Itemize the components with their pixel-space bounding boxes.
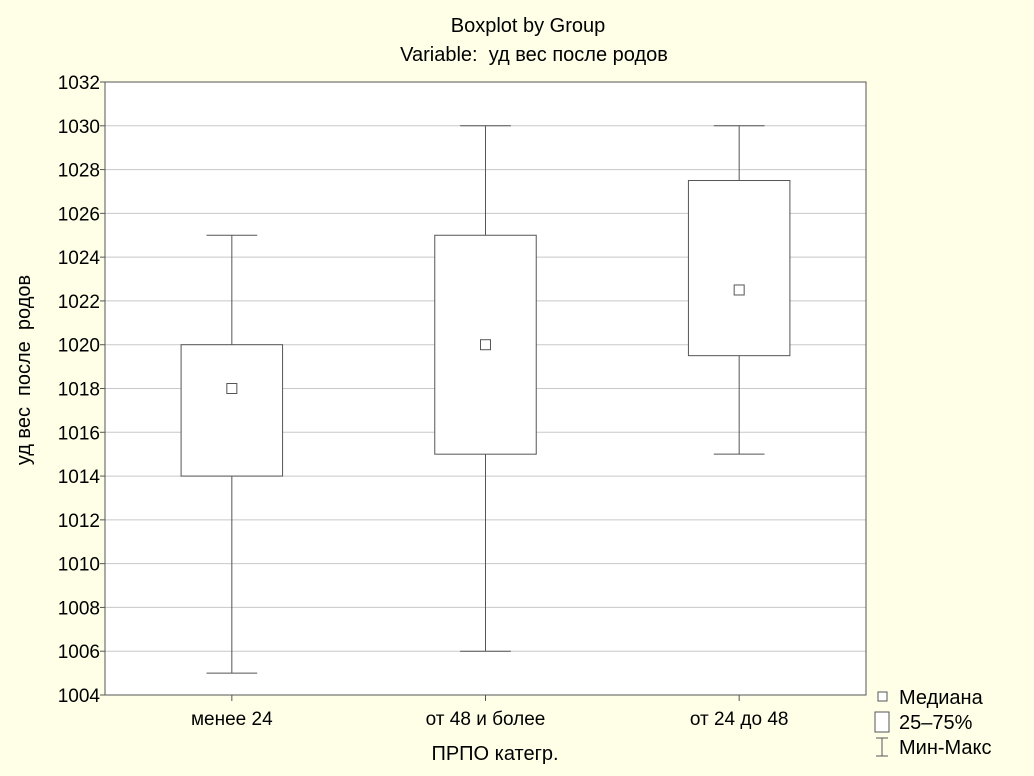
y-tick-label: 1010 [58, 555, 100, 576]
y-tick-label: 1028 [58, 161, 100, 182]
boxes [180, 125, 791, 674]
legend: Медиана 25–75% Мин-Макс [874, 687, 992, 759]
y-tick-label: 1030 [58, 117, 100, 138]
x-axis: менее 24 от 48 и более от 24 до 48 [191, 695, 788, 730]
chart-title: Boxplot by Group [451, 15, 606, 37]
box-group [434, 125, 537, 652]
legend-label: Медиана [899, 687, 984, 709]
y-tick-label: 1012 [58, 511, 100, 532]
x-tick-label: от 24 до 48 [690, 709, 789, 730]
y-axis-label: уд вес после родов [13, 275, 35, 465]
y-tick-label: 1032 [58, 73, 100, 94]
chart-subtitle: Variable: уд вес после родов [400, 44, 668, 66]
y-tick-label: 1018 [58, 380, 100, 401]
iqr-box [180, 344, 284, 477]
y-tick-label: 1004 [58, 686, 101, 707]
x-axis-label: ПРПО категр. [431, 743, 558, 765]
box-group [687, 125, 791, 455]
y-tick-label: 1008 [58, 598, 100, 619]
legend-box-symbol [874, 711, 890, 733]
x-tick-label: от 48 и более [426, 709, 546, 730]
y-tick-label: 1022 [58, 292, 100, 313]
y-tick-label: 1016 [58, 423, 100, 444]
x-tick-label: менее 24 [191, 709, 273, 730]
median-marker [733, 284, 745, 296]
y-axis: 1004 1006 1008 1010 1012 1014 1016 1018 1020 1022… [58, 73, 105, 707]
y-tick-label: 1024 [58, 248, 101, 269]
y-tick-label: 1006 [58, 642, 100, 663]
y-tick-label: 1020 [58, 336, 100, 357]
y-tick-label: 1026 [58, 204, 100, 225]
legend-label: 25–75% [899, 712, 973, 734]
legend-median-symbol [877, 691, 888, 702]
median-marker [226, 383, 238, 394]
legend-label: Мин-Макс [899, 737, 992, 759]
y-tick-label: 1014 [58, 467, 101, 488]
iqr-box [687, 180, 791, 357]
box-group [180, 234, 284, 674]
median-marker [480, 339, 491, 351]
